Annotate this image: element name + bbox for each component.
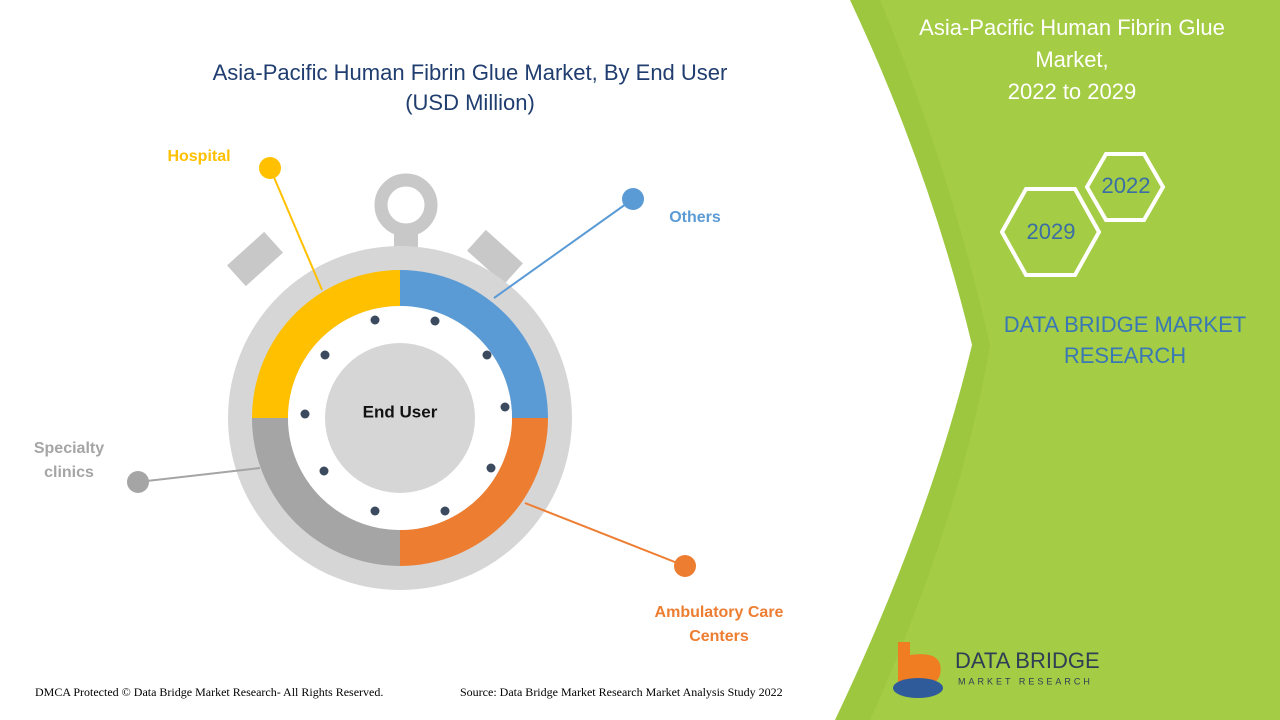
dial-dots [300,315,510,516]
center-label: End User [363,402,438,421]
segment-label: Specialty [34,440,104,457]
crown-ring [374,173,438,237]
segment-label: Others [669,209,721,226]
segment-label: Centers [689,628,749,645]
footer-right: Source: Data Bridge Market Research Mark… [460,685,783,699]
ring-segment [400,418,548,566]
panel-brand: RESEARCH [1064,343,1186,368]
side-button [227,231,283,287]
logo-tagline: MARKET RESEARCH [958,676,1093,686]
segment-label: Ambulatory Care [655,604,784,621]
title: (USD Million) [405,90,535,115]
panel-title: 2022 to 2029 [1008,79,1136,104]
ring-segment [400,270,548,418]
hexagon-label: 2029 [1027,219,1076,244]
ring-segment [252,418,400,566]
hexagon [999,187,1102,277]
leaders [127,157,696,577]
side-panel-shade [870,0,1280,720]
panel-title: Market, [1035,47,1108,72]
segment-label: clinics [44,464,94,481]
footer-left: DMCA Protected © Data Bridge Market Rese… [35,685,383,699]
title: Asia-Pacific Human Fibrin Glue Market, B… [213,60,728,85]
logo-name: DATA BRIDGE [955,648,1100,673]
panel-title: Asia-Pacific Human Fibrin Glue [919,15,1225,40]
center-disc [325,343,475,493]
hexagon [1084,152,1166,222]
ring-segment [252,270,400,418]
side-button [467,229,523,285]
segment-label: Hospital [167,148,230,165]
panel-brand: DATA BRIDGE MARKET [1004,312,1246,337]
logo-icon [893,642,943,698]
hexagon-label: 2022 [1102,173,1151,198]
